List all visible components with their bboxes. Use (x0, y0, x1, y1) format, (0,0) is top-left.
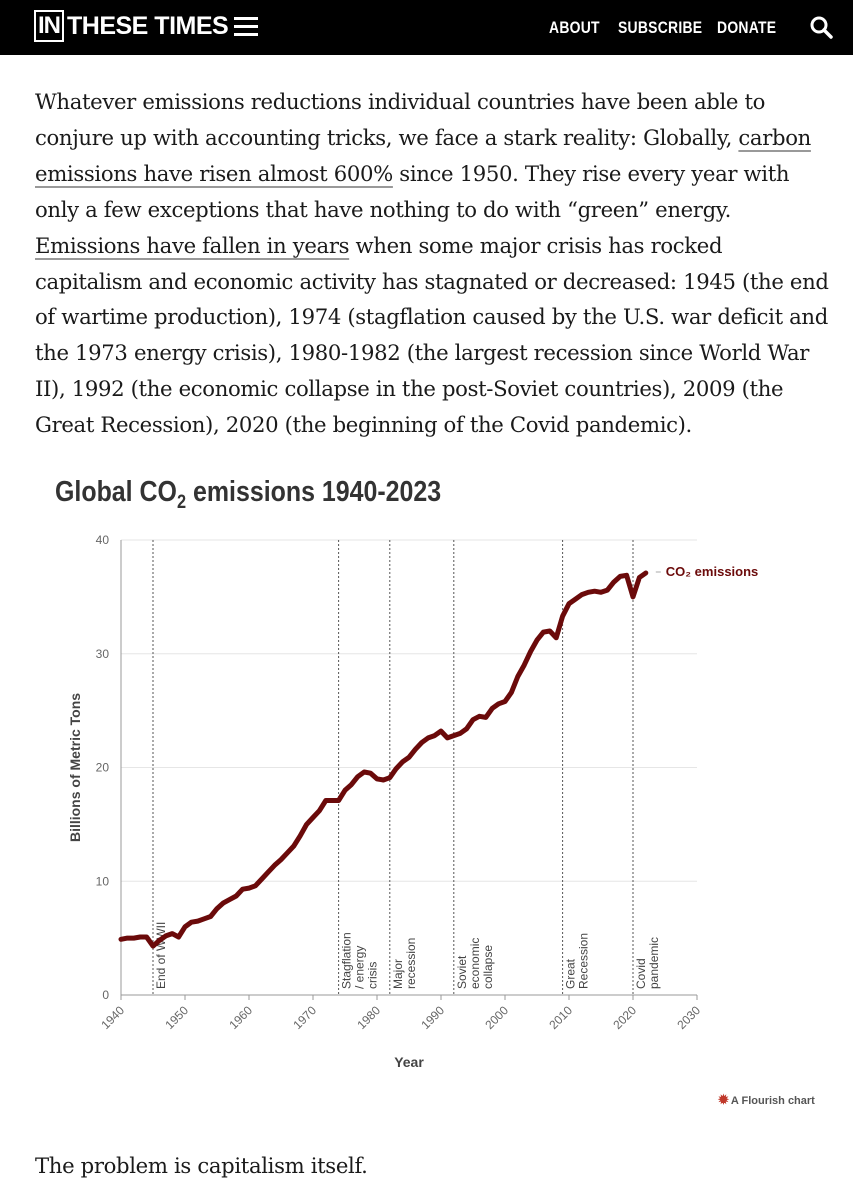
x-tick-label: 1980 (354, 1003, 383, 1032)
x-tick-label: 2030 (674, 1003, 703, 1032)
x-tick-label: 2010 (546, 1003, 575, 1032)
closing-paragraph: The problem is capitalism itself. (35, 1153, 368, 1178)
paragraph-text: since 1950. They rise every year with on… (35, 160, 790, 222)
annotation-label: collapse (481, 945, 495, 989)
nav-donate-link[interactable]: DONATE (717, 18, 777, 37)
paragraph-text: when some major crisis has rocked capita… (35, 232, 829, 438)
y-tick-label: 10 (96, 874, 110, 888)
nav-about-link[interactable]: ABOUT (549, 18, 600, 37)
site-header: IN THESE TIMES ABOUT SUBSCRIBE DONATE (0, 0, 853, 55)
carbon-emissions-link[interactable]: carbon emissions have risen almost 600% (35, 124, 811, 186)
x-tick-label: 1940 (98, 1003, 127, 1032)
paragraph-text: Whatever emissions reductions individual… (35, 89, 766, 150)
logo-name: THESE TIMES (67, 12, 229, 40)
y-axis-title: Billions of Metric Tons (67, 693, 83, 842)
flourish-icon: ✹ (718, 1092, 729, 1107)
annotation-label: pandemic (647, 937, 661, 989)
chart-title-main: Global CO (55, 476, 177, 508)
x-tick-label: 2000 (482, 1003, 511, 1032)
logo-in-mark: IN (34, 10, 64, 42)
flourish-credit[interactable]: ✹ A Flourish chart (718, 1092, 815, 1108)
chart-title-rest: emissions 1940-2023 (186, 476, 442, 508)
x-axis-title: Year (394, 1054, 424, 1070)
annotation-label: End of WWII (154, 922, 168, 989)
x-tick-label: 2020 (610, 1003, 639, 1032)
series-line-co2-emissions (118, 570, 649, 949)
annotation-label: recession (404, 938, 418, 989)
x-tick-label: 1970 (290, 1003, 319, 1032)
site-logo[interactable]: IN THESE TIMES (34, 10, 229, 42)
annotation-label: economic (468, 938, 482, 989)
x-tick-label: 1950 (162, 1003, 191, 1032)
y-tick-label: 20 (96, 761, 110, 775)
emissions-fallen-link[interactable]: Emissions have fallen in years (35, 232, 350, 258)
annotation-label: Covid (634, 958, 648, 989)
y-tick-label: 40 (96, 533, 110, 547)
chart-title-subscript: 2 (176, 491, 187, 513)
annotation-label: Major (391, 959, 405, 989)
chart-title: Global CO2 emissions 1940-2023 (55, 476, 441, 514)
annotation-label: Stagflation (340, 932, 354, 989)
annotation-label: / energy (353, 946, 367, 989)
y-tick-label: 30 (96, 647, 110, 661)
series-label: CO₂ emissions (666, 564, 758, 579)
annotation-label: Recession (577, 933, 591, 989)
nav-subscribe-link[interactable]: SUBSCRIBE (618, 18, 703, 37)
annotation-label: crisis (366, 962, 380, 989)
annotation-label: Soviet (455, 955, 469, 989)
article-paragraph: Whatever emissions reductions individual… (35, 84, 835, 443)
x-tick-label: 1990 (418, 1003, 447, 1032)
search-icon[interactable] (809, 15, 833, 39)
y-tick-label: 0 (102, 988, 109, 1002)
menu-icon[interactable] (234, 17, 258, 37)
flourish-label: A Flourish chart (730, 1095, 815, 1107)
annotation-label: Great (564, 958, 578, 989)
x-tick-label: 1960 (226, 1003, 255, 1032)
